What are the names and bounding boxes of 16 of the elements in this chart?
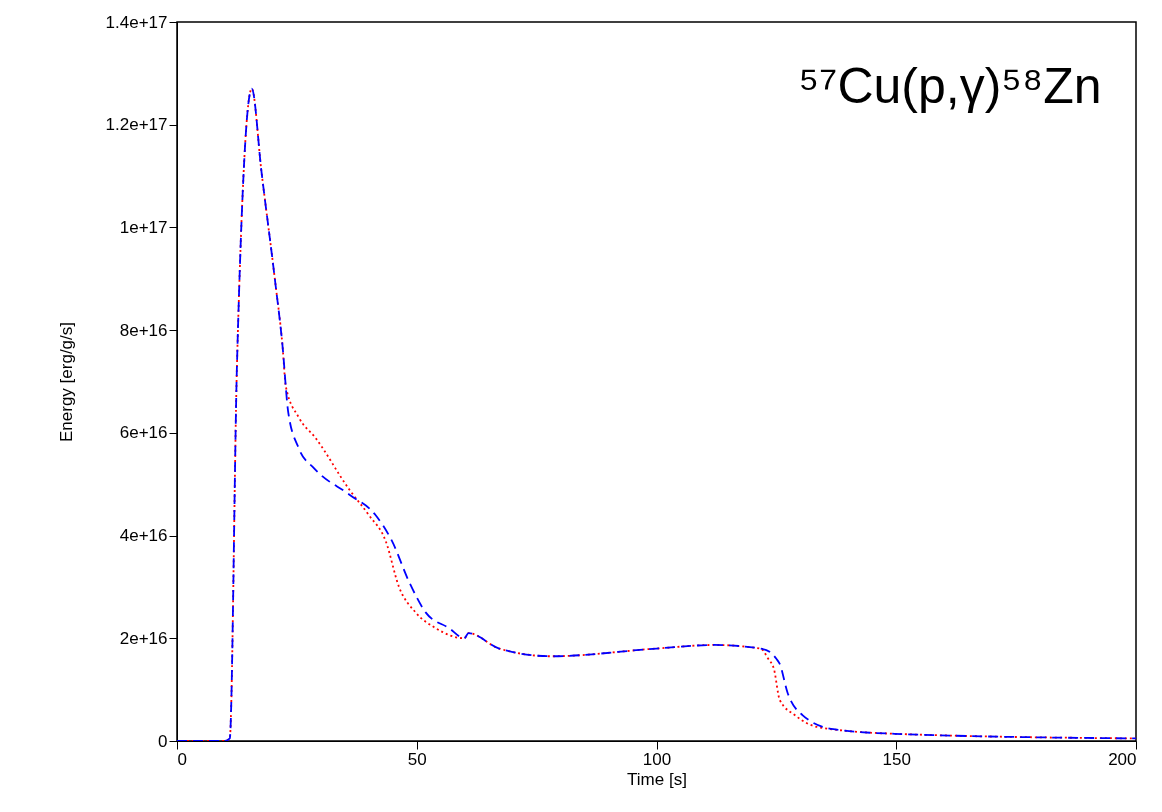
- x-tick-label: 0: [177, 749, 187, 769]
- x-axis-title: Time [s]: [627, 769, 687, 789]
- y-tick-label: 0: [158, 731, 168, 751]
- y-tick-label: 1.2e+17: [105, 115, 168, 135]
- y-axis-title: Energy [erg/g/s]: [56, 321, 76, 443]
- x-tick-label: 50: [407, 749, 427, 769]
- text: ⁵⁷Cu(p,γ)⁵⁸Zn: [798, 58, 1102, 114]
- x-tick-label: 100: [642, 749, 672, 769]
- y-tick-label: 6e+16: [119, 423, 168, 443]
- x-tick-label: 150: [882, 749, 911, 769]
- y-tick-label: 4e+16: [119, 526, 168, 546]
- y-tick-label: 1.4e+17: [105, 12, 168, 32]
- y-tick-label: 1e+17: [119, 217, 168, 237]
- y-tick-label: 8e+16: [119, 320, 168, 340]
- y-tick-label: 2e+16: [119, 628, 168, 648]
- x-tick-label: 200: [1108, 749, 1137, 769]
